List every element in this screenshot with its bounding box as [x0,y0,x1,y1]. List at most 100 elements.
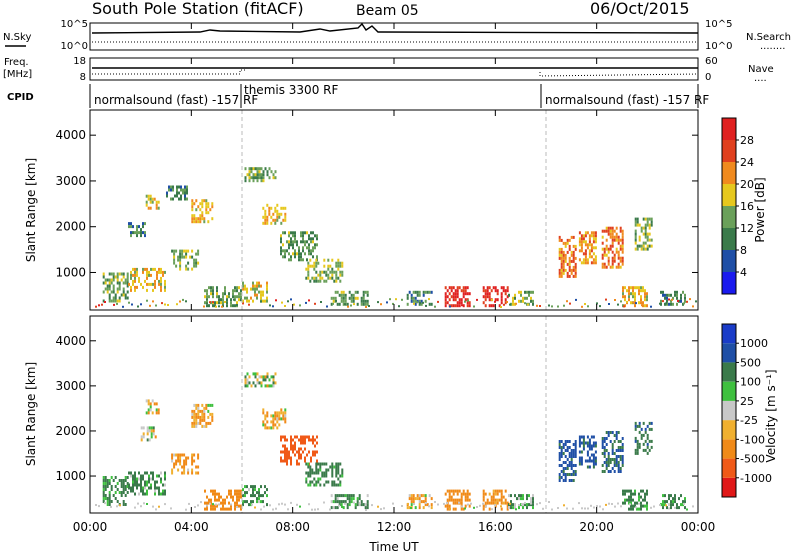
power-cell [458,304,461,308]
power-cell [310,237,312,241]
velocity-cell [634,489,636,493]
power-cell [315,258,318,262]
power-cell [172,188,174,192]
power-cell [124,281,127,285]
power-cell [203,199,206,203]
velocity-cell [246,381,249,385]
power-cell [116,290,119,294]
velocity-cell [207,403,210,407]
velocity-cell [270,414,273,418]
velocity-cell [152,426,155,430]
velocity-cell [288,456,290,460]
velocity-colorbar-swatch [722,381,736,401]
velocity-cell [602,508,604,511]
power-cell [603,262,606,266]
velocity-cell [580,435,583,439]
power-cell [288,234,290,238]
power-cell [187,249,190,253]
velocity-cell [568,455,571,458]
velocity-cell [634,492,636,496]
power-cell [176,194,178,198]
power-cell [670,302,672,306]
power-cell [335,270,338,274]
velocity-cell [284,417,287,421]
power-cell [626,289,628,293]
power-cell [262,215,265,219]
velocity-cell [617,470,620,473]
power-cell [134,231,136,235]
velocity-cell [510,494,512,498]
power-cell [640,226,643,230]
velocity-cell [337,471,340,475]
velocity-cell [193,424,196,428]
velocity-cell [601,443,604,446]
power-cell [458,298,461,302]
velocity-colorbar-swatch [722,420,736,440]
power-cell [684,293,686,297]
power-cell [184,191,186,195]
velocity-cell [644,439,647,443]
velocity-cell [212,489,214,493]
power-cell [636,286,638,290]
power-cell [180,188,182,192]
power-cell [262,290,264,294]
power-cell [167,304,169,306]
velocity-cell [522,494,524,498]
power-cell [112,272,115,276]
velocity-patch [102,476,129,506]
velocity-cell [574,455,577,458]
power-cell [617,238,620,242]
velocity-cell [191,459,194,463]
power-cell [446,301,449,305]
power-cell [458,286,461,290]
velocity-cell [323,501,325,504]
power-cell [648,223,651,227]
velocity-cell [578,456,581,460]
velocity-cell [272,378,275,382]
power-cell [605,298,607,301]
power-cell [568,262,571,266]
power-cell [170,188,172,192]
velocity-cell [640,433,643,437]
power-cell [306,240,308,244]
velocity-cell [151,399,154,403]
velocity-cell [116,488,119,491]
power-cell [296,243,298,247]
velocity-patch [262,408,287,430]
velocity-cell [146,489,148,493]
power-cell [609,235,612,239]
power-cell [607,262,610,266]
velocity-cell [638,507,640,511]
power-cell [206,304,208,308]
power-cell [514,296,516,300]
velocity-cell [342,506,345,510]
velocity-cell [607,455,610,458]
power-cell [226,298,228,302]
power-cell [532,299,534,303]
velocity-cell [288,450,290,454]
velocity-cell [587,507,589,510]
power-cell [197,261,200,265]
velocity-cell [568,446,571,449]
velocity-cell [124,488,127,491]
velocity-cell [350,494,353,498]
power-cell [609,247,612,251]
power-cell [184,188,186,192]
power-cell [617,250,620,254]
power-cell [562,268,565,272]
velocity-cell [110,488,113,491]
power-cell [254,176,257,180]
power-cell [574,244,577,248]
power-colorbar-tick-label: 16 [740,200,754,213]
power-data [95,110,697,310]
velocity-cell [564,443,567,446]
power-cell [147,206,150,210]
power-cell [452,298,455,302]
power-cell [142,222,144,226]
velocity-cell [603,440,606,443]
velocity-cell [638,421,641,425]
velocity-cell [558,446,561,449]
velocity-cell [244,491,246,495]
velocity-cell [566,440,569,443]
velocity-cell [187,468,190,472]
